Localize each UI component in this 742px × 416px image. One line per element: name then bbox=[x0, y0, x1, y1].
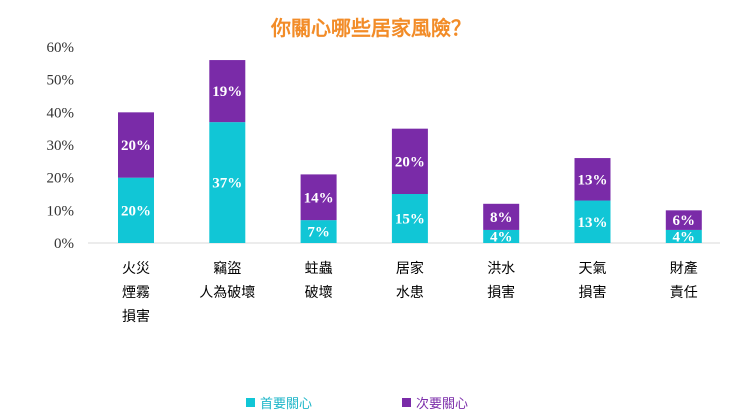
y-tick-label: 20% bbox=[47, 171, 75, 187]
category-label: 天氣 bbox=[579, 261, 607, 277]
data-label: 19% bbox=[212, 84, 242, 100]
category-label: 蛀蟲 bbox=[305, 261, 333, 277]
bar-secondary bbox=[391, 128, 428, 194]
bar-secondary bbox=[483, 203, 520, 230]
y-tick-label: 30% bbox=[47, 138, 75, 154]
category-label: 水患 bbox=[396, 285, 424, 301]
data-label: 4% bbox=[673, 229, 696, 245]
legend-label-secondary: 次要關心 bbox=[416, 397, 469, 412]
data-label: 6% bbox=[673, 213, 696, 229]
bar-secondary bbox=[209, 60, 246, 123]
bar-secondary bbox=[665, 210, 702, 230]
category-label: 損害 bbox=[579, 285, 607, 301]
data-label: 37% bbox=[212, 176, 242, 192]
data-label: 20% bbox=[121, 138, 151, 154]
data-label: 15% bbox=[395, 212, 425, 228]
category-label: 居家 bbox=[396, 260, 424, 277]
category-label: 損害 bbox=[487, 285, 515, 301]
category-label: 損害 bbox=[122, 309, 150, 325]
y-tick-label: 0% bbox=[54, 236, 74, 252]
bar-secondary bbox=[300, 174, 337, 221]
legend-item-secondary: 次要關心 bbox=[402, 393, 468, 412]
bar-primary bbox=[483, 229, 520, 243]
category-label: 煙霧 bbox=[122, 285, 150, 301]
bar-secondary bbox=[118, 112, 154, 178]
category-label: 火災 bbox=[122, 261, 150, 277]
y-axis-ticks: 0% 10% 20% 30% 40% 50% 60% bbox=[47, 40, 75, 252]
category-label: 竊盜 bbox=[213, 261, 241, 277]
data-label: 20% bbox=[395, 154, 425, 170]
chart-title: 你關心哪些居家風險？ bbox=[271, 16, 471, 40]
category-label: 洪水 bbox=[487, 261, 515, 277]
y-tick-label: 50% bbox=[47, 73, 75, 89]
legend-swatch-primary bbox=[246, 398, 255, 407]
bar-secondary bbox=[574, 158, 611, 201]
y-tick-label: 60% bbox=[47, 40, 75, 56]
legend-swatch-secondary bbox=[402, 398, 411, 407]
data-label: 7% bbox=[307, 225, 330, 241]
category-label: 責任 bbox=[670, 285, 698, 301]
category-label: 破壞 bbox=[305, 285, 333, 301]
bar-primary bbox=[391, 194, 428, 243]
bar-primary bbox=[118, 177, 154, 243]
legend-label-primary: 首要關心 bbox=[260, 397, 313, 412]
data-label: 14% bbox=[304, 190, 334, 206]
bar-primary bbox=[209, 122, 246, 243]
bar-primary bbox=[574, 200, 611, 243]
bar-primary bbox=[300, 220, 337, 243]
data-label: 20% bbox=[121, 203, 151, 219]
legend-item-primary: 首要關心 bbox=[246, 393, 312, 412]
category-label: 人為破壞 bbox=[199, 285, 255, 301]
y-tick-label: 10% bbox=[47, 203, 75, 219]
y-tick-label: 40% bbox=[47, 105, 75, 121]
bar-primary bbox=[665, 229, 702, 243]
data-label: 4% bbox=[490, 229, 513, 245]
data-label: 13% bbox=[578, 172, 608, 188]
data-label: 13% bbox=[578, 215, 608, 231]
bars: 20%20%37%19%7%14%15%20%4%8% 13%13%4%6% bbox=[118, 60, 702, 245]
data-label: 8% bbox=[490, 210, 513, 226]
category-label: 財產 bbox=[670, 260, 698, 277]
